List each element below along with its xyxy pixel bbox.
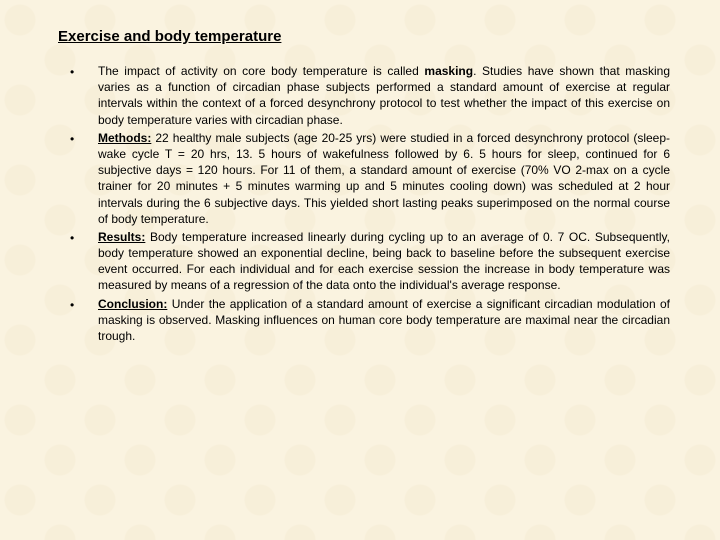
list-item-body: Conclusion: Under the application of a s… xyxy=(98,296,670,345)
list-item: • Conclusion: Under the application of a… xyxy=(70,296,670,345)
item-label: Methods: xyxy=(98,131,151,145)
bullet-marker: • xyxy=(70,130,98,227)
bullet-list: • The impact of activity on core body te… xyxy=(58,63,670,344)
item-post: Under the application of a standard amou… xyxy=(98,297,670,343)
list-item: • Methods: 22 healthy male subjects (age… xyxy=(70,130,670,227)
bullet-marker: • xyxy=(70,63,98,128)
item-bold-inline: masking xyxy=(424,64,473,78)
item-post: 22 healthy male subjects (age 20-25 yrs)… xyxy=(98,131,670,226)
list-item-body: Results: Body temperature increased line… xyxy=(98,229,670,294)
list-item-body: Methods: 22 healthy male subjects (age 2… xyxy=(98,130,670,227)
bullet-marker: • xyxy=(70,296,98,345)
item-pre: The impact of activity on core body temp… xyxy=(98,64,424,78)
item-post: Body temperature increased linearly duri… xyxy=(98,230,670,293)
page-title: Exercise and body temperature xyxy=(58,28,670,45)
item-label: Results: xyxy=(98,230,145,244)
bullet-marker: • xyxy=(70,229,98,294)
list-item: • Results: Body temperature increased li… xyxy=(70,229,670,294)
list-item: • The impact of activity on core body te… xyxy=(70,63,670,128)
item-label: Conclusion: xyxy=(98,297,167,311)
list-item-body: The impact of activity on core body temp… xyxy=(98,63,670,128)
